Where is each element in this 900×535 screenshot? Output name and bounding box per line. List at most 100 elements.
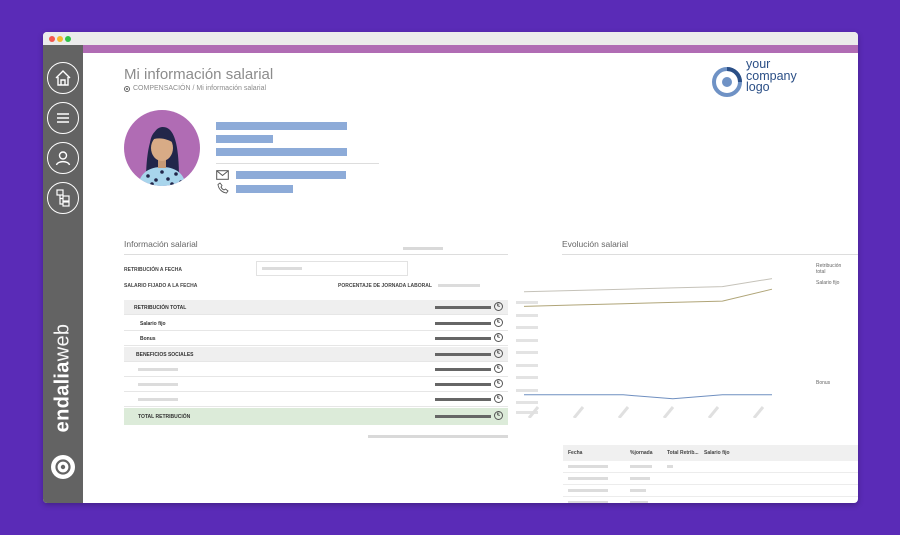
euro-icon: € <box>494 302 503 311</box>
window-titlebar <box>43 32 858 45</box>
table-row[interactable] <box>563 497 858 503</box>
salary-row-label-placeholder <box>138 398 178 401</box>
menu-icon <box>57 113 69 123</box>
legend-fixed-salary: Salario fijo <box>816 280 840 286</box>
y-tick-placeholder <box>516 339 538 342</box>
breadcrumb[interactable]: COMPENSACIÓN / Mi información salarial <box>124 85 266 92</box>
sidebar-item-menu[interactable] <box>47 102 79 134</box>
company-logo-icon <box>712 67 742 97</box>
salary-row: Salario fijo € <box>124 316 508 331</box>
salary-row-label: Bonus <box>140 336 156 342</box>
profile-divider <box>216 163 379 164</box>
sidebar-item-organization[interactable] <box>47 182 79 214</box>
chart-series-line <box>524 394 772 400</box>
y-tick-placeholder <box>516 364 538 367</box>
salary-evolution-chart <box>516 278 773 418</box>
euro-icon: € <box>494 411 503 420</box>
salary-total-value <box>435 415 491 418</box>
maximize-window-button[interactable] <box>65 36 71 42</box>
salary-row: € <box>124 392 508 407</box>
euro-icon: € <box>494 364 503 373</box>
salary-info-title: Información salarial <box>124 239 198 249</box>
table-header-cell[interactable]: Total Retrib... <box>667 450 699 456</box>
table-header: Fecha %jornada Total Retrib... Salario f… <box>563 445 858 461</box>
evolution-title: Evolución salarial <box>562 239 629 249</box>
salary-row: € <box>124 362 508 377</box>
chart-series-line <box>523 288 773 307</box>
phone-placeholder[interactable] <box>236 185 293 193</box>
retribution-date-label: RETRIBUCIÓN A FECHA <box>124 267 182 273</box>
sidebar-item-home[interactable] <box>47 62 79 94</box>
breadcrumb-target-icon <box>124 85 130 92</box>
y-tick-placeholder <box>516 389 538 392</box>
salary-row-value <box>435 368 491 371</box>
legend-total-line: Retribución <box>816 263 842 269</box>
minimize-window-button[interactable] <box>57 36 63 42</box>
table-row[interactable] <box>563 485 858 497</box>
workday-percentage-label: PORCENTAJE DE JORNADA LABORAL <box>338 283 432 289</box>
salary-row: RETRIBUCIÓN TOTAL € <box>124 300 508 315</box>
y-tick-placeholder <box>516 351 538 354</box>
fixed-salary-date-label: SALARIO FIJADO A LA FECHA <box>124 283 198 289</box>
x-tick-placeholder <box>662 406 675 418</box>
sidebar-item-profile[interactable] <box>47 142 79 174</box>
table-header-cell[interactable]: %jornada <box>630 450 653 456</box>
salary-info-footer-placeholder <box>368 435 508 438</box>
salary-row-value <box>435 337 491 340</box>
company-logo-line: your <box>746 57 771 71</box>
legend-bonus: Bonus <box>816 380 831 386</box>
main-content: Mi información salarial COMPENSACIÓN / M… <box>83 53 858 503</box>
home-icon <box>55 70 71 86</box>
legend-total: Retribución total <box>816 263 841 275</box>
app-window: endaliaweb Mi información salarial COMPE… <box>43 32 858 503</box>
salary-row: Bonus € <box>124 331 508 346</box>
org-chart-icon <box>56 189 70 207</box>
salary-total-label: TOTAL RETRIBUCIÓN <box>138 414 191 420</box>
email-placeholder[interactable] <box>236 171 346 179</box>
salary-row-label-placeholder <box>138 383 178 386</box>
salary-info-divider <box>124 254 508 255</box>
x-tick-placeholder <box>572 406 585 418</box>
salary-row-label: Salario fijo <box>140 321 166 327</box>
y-tick-placeholder <box>516 301 538 304</box>
breadcrumb-text: COMPENSACIÓN / Mi información salarial <box>133 85 267 92</box>
user-icon <box>55 151 71 166</box>
company-logo-line: company <box>746 68 797 83</box>
salary-row-value <box>435 383 491 386</box>
salary-row-label: BENEFICIOS SOCIALES <box>136 352 194 358</box>
y-tick-placeholder <box>516 411 538 414</box>
x-tick-placeholder <box>617 406 630 418</box>
close-window-button[interactable] <box>49 36 55 42</box>
y-tick-placeholder <box>516 314 538 317</box>
euro-icon: € <box>494 318 503 327</box>
table-header-cell[interactable]: Salario fijo <box>704 450 730 456</box>
euro-icon: € <box>494 349 503 358</box>
employee-position-placeholder <box>216 148 347 156</box>
salary-row-label-placeholder <box>138 368 178 371</box>
x-tick-placeholder <box>752 406 765 418</box>
salary-row-value <box>435 306 491 309</box>
legend-total-line: total <box>816 269 826 275</box>
salary-row-label: RETRIBUCIÓN TOTAL <box>134 305 187 311</box>
table-row[interactable] <box>563 461 858 473</box>
sidebar: endaliaweb <box>43 45 83 503</box>
email-icon <box>216 170 229 180</box>
endalia-logo-icon <box>51 455 75 479</box>
salary-row-value <box>435 398 491 401</box>
y-tick-placeholder <box>516 401 538 404</box>
company-logo-line: logo <box>746 80 770 94</box>
evolution-divider <box>562 254 858 255</box>
salary-row: € <box>124 377 508 392</box>
x-tick-placeholder <box>527 406 540 418</box>
table-header-cell[interactable]: Fecha <box>568 450 583 456</box>
salary-row: BENEFICIOS SOCIALES € <box>124 347 508 362</box>
table-row[interactable] <box>563 473 858 485</box>
salary-total-row: TOTAL RETRIBUCIÓN € <box>124 408 508 425</box>
chart-series-line <box>523 278 773 293</box>
employee-name-placeholder <box>216 122 347 130</box>
brand-name: endalia <box>51 361 74 433</box>
salary-row-value <box>435 353 491 356</box>
salary-info-header-placeholder <box>403 247 443 250</box>
euro-icon: € <box>494 333 503 342</box>
retribution-date-input[interactable] <box>256 261 408 276</box>
